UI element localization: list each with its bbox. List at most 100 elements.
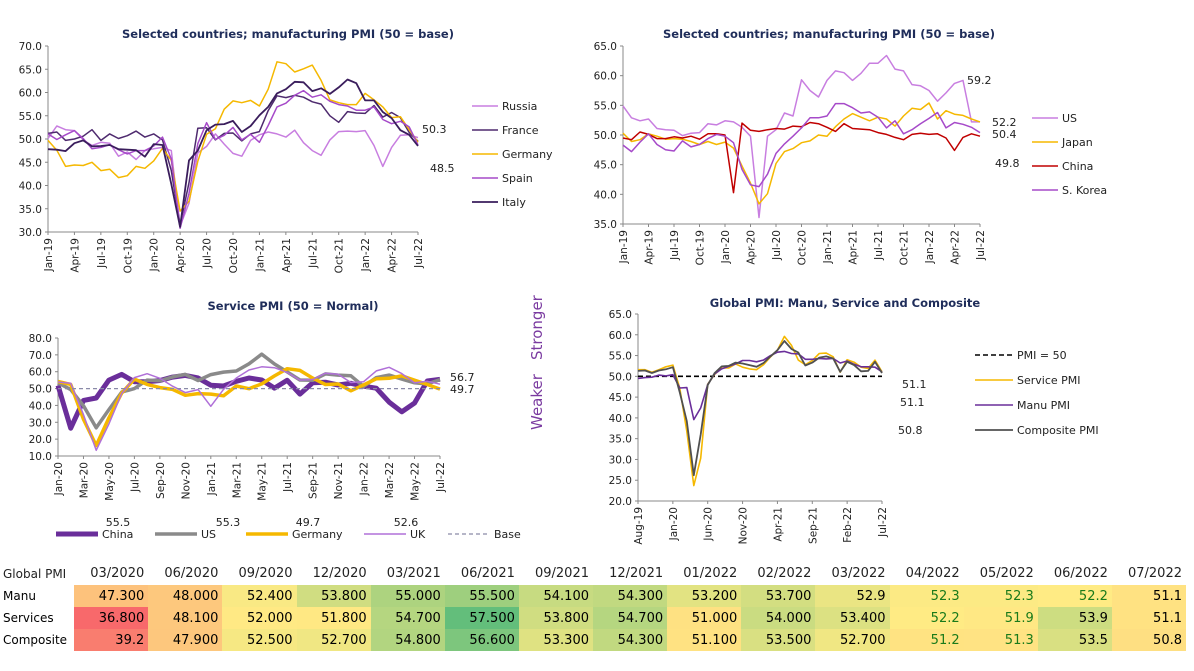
series-line-italy bbox=[47, 78, 419, 228]
y-tick-label: 35.0 bbox=[594, 219, 617, 231]
table-cell: 53.800 bbox=[518, 607, 593, 629]
x-tick-label: Mar-21 bbox=[231, 462, 243, 498]
table-cell: 51.3 bbox=[963, 629, 1038, 651]
end-value-label: 59.2 bbox=[967, 74, 992, 87]
table-cell: 54.700 bbox=[593, 607, 668, 629]
table-cell: 47.900 bbox=[148, 629, 223, 651]
x-tick-label: Jul-20 bbox=[771, 230, 783, 261]
y-tick-label: 50.0 bbox=[19, 134, 42, 146]
x-tick-label: Oct-19 bbox=[695, 230, 707, 265]
table-cell: 53.400 bbox=[815, 607, 890, 629]
x-tick-label: Jan-21 bbox=[822, 230, 834, 264]
table-cell: 50.8 bbox=[1111, 629, 1186, 651]
chart-title: Selected countries; manufacturing PMI (5… bbox=[122, 27, 454, 41]
x-tick-label: Nov-20 bbox=[180, 462, 192, 499]
table-cell: 52.3 bbox=[963, 585, 1038, 607]
table-cell: 51.1 bbox=[1111, 585, 1186, 607]
legend-label: China bbox=[102, 528, 133, 541]
table-cell: 48.000 bbox=[148, 585, 223, 607]
y-tick-label: 30.0 bbox=[19, 227, 42, 239]
table-cell: 53.700 bbox=[741, 585, 816, 607]
series-line-us bbox=[622, 54, 980, 219]
chart-title: Selected countries; manufacturing PMI (5… bbox=[663, 27, 995, 41]
table-cell: 51.2 bbox=[889, 629, 964, 651]
table-cell: 52.2 bbox=[889, 607, 964, 629]
y-tick-label: 65.0 bbox=[594, 41, 617, 53]
x-tick-label: Jul-22 bbox=[435, 462, 447, 493]
table-cell: 39.2 bbox=[74, 629, 149, 651]
x-tick-label: Jan-20 bbox=[53, 462, 65, 496]
series-line-china bbox=[622, 121, 981, 194]
series-line-russia bbox=[47, 125, 419, 227]
y-tick-label: 70.0 bbox=[19, 41, 42, 53]
y-tick-label: 50.0 bbox=[29, 384, 52, 396]
x-tick-label: Apr-19 bbox=[69, 238, 81, 273]
table-cell: 54.700 bbox=[370, 607, 445, 629]
y-tick-label: 40.0 bbox=[29, 400, 52, 412]
y-tick-label: 60.0 bbox=[609, 330, 632, 342]
table-cell: 54.800 bbox=[370, 629, 445, 651]
table-cell: 51.9 bbox=[963, 607, 1038, 629]
table-header-cell: 02/2022 bbox=[757, 566, 812, 581]
x-tick-label: Jul-21 bbox=[282, 462, 294, 493]
table-cell: 51.000 bbox=[667, 607, 742, 629]
table-cell: 57.500 bbox=[444, 607, 519, 629]
table-cell: 52.700 bbox=[296, 629, 371, 651]
table-cell: 52.3 bbox=[889, 585, 964, 607]
x-tick-label: Jan-22 bbox=[360, 238, 372, 272]
x-tick-label: Jul-19 bbox=[669, 230, 681, 261]
table-cell: 52.2 bbox=[1037, 585, 1112, 607]
chart-europe-manufacturing-pmi: Selected countries; manufacturing PMI (5… bbox=[0, 18, 590, 280]
table-header-cell: 03/2020 bbox=[90, 566, 145, 581]
series-line-s-korea bbox=[622, 102, 981, 188]
y-tick-label: 60.0 bbox=[19, 88, 42, 100]
x-tick-label: Mar-20 bbox=[78, 462, 90, 498]
x-tick-label: Jan-20 bbox=[149, 238, 161, 272]
y-tick-label: 65.0 bbox=[19, 64, 42, 76]
table-header-cell: 06/2022 bbox=[1053, 566, 1108, 581]
legend-label: France bbox=[502, 124, 539, 137]
table-header-cell: 01/2022 bbox=[683, 566, 738, 581]
legend-label: Germany bbox=[292, 528, 343, 541]
legend-label: Manu PMI bbox=[1017, 399, 1070, 412]
y-tick-label: 65.0 bbox=[609, 309, 632, 321]
table-header-cell: 07/2022 bbox=[1127, 566, 1182, 581]
y-tick-label: 30.0 bbox=[29, 417, 52, 429]
y-tick-label: 10.0 bbox=[29, 451, 52, 463]
table-header-row: Global PMI 03/2020 06/2020 09/2020 12/2020 03… bbox=[0, 563, 1186, 585]
legend-label: Base bbox=[494, 528, 521, 541]
x-tick-label: Jul-22 bbox=[413, 238, 425, 269]
table-cell: 51.1 bbox=[1111, 607, 1186, 629]
end-value-label: 49.7 bbox=[450, 383, 475, 396]
legend-value: 55.3 bbox=[216, 516, 241, 529]
table-cell: 53.200 bbox=[667, 585, 742, 607]
table-header-cell: 12/2021 bbox=[609, 566, 664, 581]
chart-tl-svg: Selected countries; manufacturing PMI (5… bbox=[19, 27, 553, 273]
y-tick-label: 60.0 bbox=[29, 367, 52, 379]
x-tick-label: Apr-20 bbox=[175, 238, 187, 273]
x-tick-label: May-20 bbox=[104, 462, 116, 501]
legend-label: PMI = 50 bbox=[1017, 349, 1067, 362]
end-value-label: 51.1 bbox=[900, 396, 925, 409]
series-line-uk bbox=[57, 366, 441, 452]
table-cell: 52.400 bbox=[222, 585, 297, 607]
end-value-label: 50.4 bbox=[992, 128, 1017, 141]
global-pmi-table: Global PMI 03/2020 06/2020 09/2020 12/2020 03… bbox=[0, 563, 1186, 651]
x-tick-label: Apr-19 bbox=[644, 230, 656, 265]
series-line-manu-pmi bbox=[637, 350, 883, 421]
table-cell: 52.9 bbox=[815, 585, 890, 607]
y-tick-label: 35.0 bbox=[19, 204, 42, 216]
y-tick-label: 50.0 bbox=[609, 371, 632, 383]
chart-br-svg: Global PMI: Manu, Service and Composite 6… bbox=[609, 296, 1099, 545]
legend-label: Italy bbox=[502, 196, 526, 209]
table-cell: 54.300 bbox=[593, 585, 668, 607]
table-cell: 54.100 bbox=[518, 585, 593, 607]
y-tick-label: 80.0 bbox=[29, 333, 52, 345]
end-value-label: 50.8 bbox=[898, 424, 923, 437]
x-tick-label: Jan-19 bbox=[618, 230, 630, 264]
legend-value: 55.5 bbox=[106, 516, 131, 529]
x-tick-label: May-22 bbox=[410, 462, 422, 501]
row-label: Composite bbox=[0, 629, 75, 651]
x-tick-label: Nov-20 bbox=[738, 507, 750, 544]
chart-bl-svg: Service PMI (50 = Normal) 80.0 70.0 60.0 50.… bbox=[29, 299, 521, 541]
